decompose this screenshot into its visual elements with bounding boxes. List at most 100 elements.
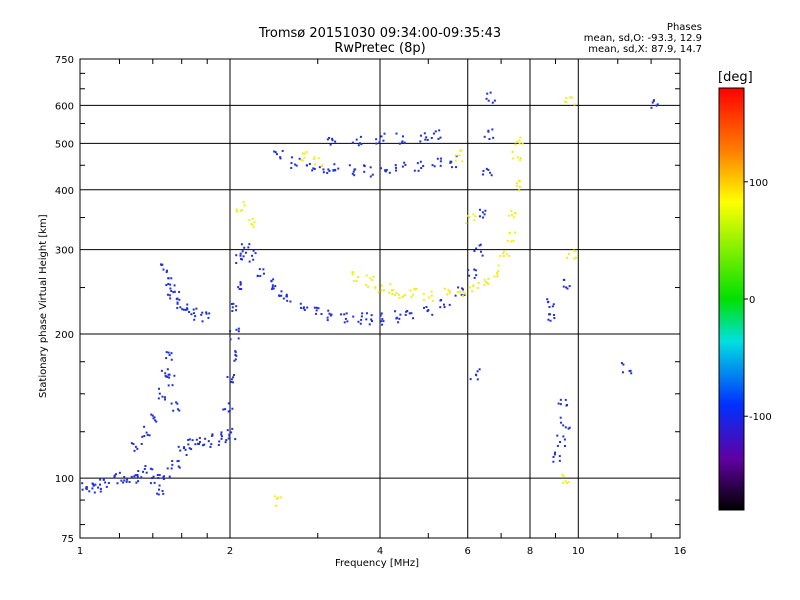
data-point [301, 152, 304, 155]
data-point [282, 297, 285, 300]
data-point [178, 298, 181, 301]
data-point [491, 128, 494, 131]
data-point [351, 172, 354, 175]
data-point [238, 288, 241, 291]
data-point [549, 319, 552, 322]
data-point [274, 285, 277, 288]
data-point [395, 169, 398, 172]
data-point [506, 239, 509, 242]
data-point [222, 408, 225, 411]
chart-subtitle: RwPretec (8p) [334, 41, 426, 56]
y-tick-label: 300 [55, 246, 74, 257]
data-point [254, 252, 257, 255]
data-point [235, 254, 238, 257]
data-point [483, 213, 486, 216]
stats-o-mode: mean, sd,O: -93.3, 12.9 [583, 33, 702, 44]
data-point [232, 302, 235, 305]
data-point [369, 166, 372, 169]
data-point [552, 460, 555, 463]
data-point [439, 136, 442, 139]
data-point [397, 321, 400, 324]
data-point [655, 104, 658, 107]
stats-x-mode: mean, sd,X: 87.9, 14.7 [588, 44, 702, 55]
data-point [448, 303, 451, 306]
data-point [423, 132, 426, 135]
data-point [442, 303, 445, 306]
data-point [201, 311, 204, 314]
data-point [228, 433, 231, 436]
data-point [652, 99, 655, 102]
data-point [392, 289, 395, 292]
data-point [517, 179, 520, 182]
data-point [197, 442, 200, 445]
data-point [557, 402, 560, 405]
data-point [440, 157, 443, 160]
data-point [294, 163, 297, 166]
data-point [401, 165, 404, 168]
data-point [565, 256, 568, 259]
data-point [478, 215, 481, 218]
data-point [413, 288, 416, 291]
data-point [194, 315, 197, 318]
data-point [394, 293, 397, 296]
data-point [176, 302, 179, 305]
data-point [165, 351, 168, 354]
data-point [231, 407, 234, 410]
data-point [384, 170, 387, 173]
data-point [375, 142, 378, 145]
data-point [176, 297, 179, 300]
data-point [571, 96, 574, 99]
data-point [198, 437, 201, 440]
data-point [417, 169, 420, 172]
data-point [133, 449, 136, 452]
data-point [303, 156, 306, 159]
data-point [548, 313, 551, 316]
data-point [151, 468, 154, 471]
data-point [161, 489, 164, 492]
data-point [259, 274, 262, 277]
data-point [621, 371, 624, 374]
data-point [569, 96, 572, 99]
data-point [377, 291, 380, 294]
data-point [88, 490, 91, 493]
data-point [493, 275, 496, 278]
data-point [194, 443, 197, 446]
data-point [164, 374, 167, 377]
data-point [299, 306, 302, 309]
data-point [132, 443, 135, 446]
data-point [562, 424, 565, 427]
data-point [476, 378, 479, 381]
data-point [402, 135, 405, 138]
data-point [496, 273, 499, 276]
data-point [184, 308, 187, 311]
data-point [81, 482, 84, 485]
data-point [394, 164, 397, 167]
data-point [153, 481, 156, 484]
data-point [137, 470, 140, 473]
data-point [454, 159, 457, 162]
data-point [446, 293, 449, 296]
data-point [322, 168, 325, 171]
data-point [145, 471, 148, 474]
data-point [371, 320, 374, 323]
data-point [334, 140, 337, 143]
data-point [209, 445, 212, 448]
data-point [465, 222, 468, 225]
data-point [344, 317, 347, 320]
data-point [152, 475, 155, 478]
data-point [195, 438, 198, 441]
data-point [235, 328, 238, 331]
data-point [327, 309, 330, 312]
data-point [182, 308, 185, 311]
data-point [486, 92, 489, 95]
data-point [472, 285, 475, 288]
data-point [430, 136, 433, 139]
data-point [305, 164, 308, 167]
data-point [105, 485, 108, 488]
data-point [165, 269, 168, 272]
data-point [237, 286, 240, 289]
data-point [239, 254, 242, 257]
data-point [503, 250, 506, 253]
data-point [431, 164, 434, 167]
